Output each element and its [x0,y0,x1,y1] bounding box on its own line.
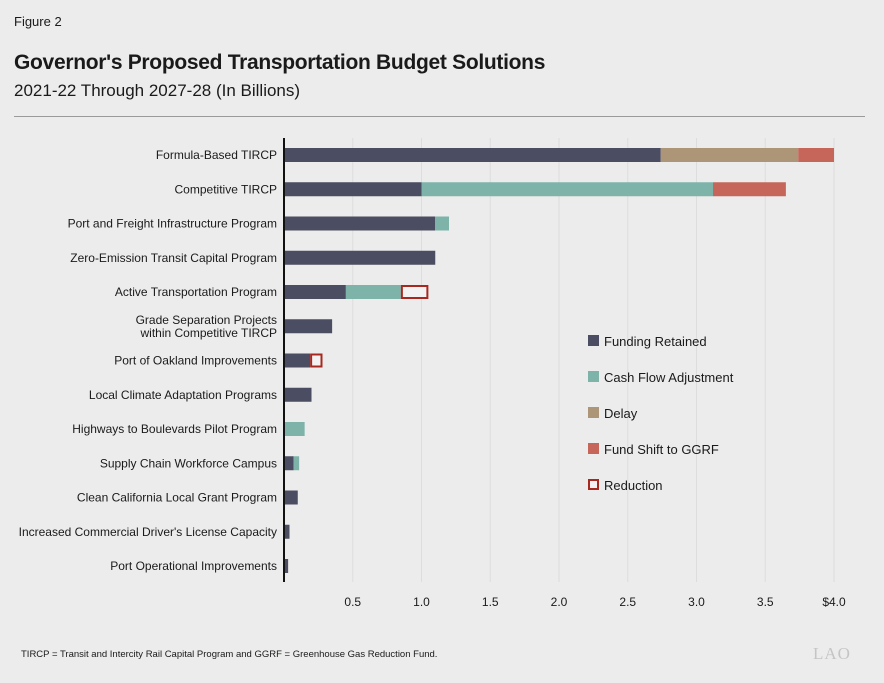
category-label: Formula-Based TIRCP [156,148,277,162]
footnote: TIRCP = Transit and Intercity Rail Capit… [21,649,438,660]
figure-label: Figure 2 [14,14,62,29]
bar-segment-reduction [400,285,429,299]
category-label: Active Transportation Program [115,285,277,299]
bar-segment-fund-shift-to-ggrf [798,148,834,162]
x-tick-label: $4.0 [822,595,846,609]
legend-swatch-reduction [588,479,599,490]
legend-label: Fund Shift to GGRF [604,442,719,457]
category-label: Increased Commercial Driver's License Ca… [19,525,277,539]
bar-segment-cash-flow-adjustment [435,216,449,231]
bar-segment-fund-shift-to-ggrf [713,182,786,197]
legend-label: Cash Flow Adjustment [604,370,734,385]
legend-swatch [588,335,599,346]
category-label: Port and Freight Infrastructure Program [68,217,277,231]
bar-segment-funding-retained [284,456,294,471]
bar-segment-funding-retained [284,559,289,573]
bar-segment-cash-flow-adjustment [345,285,401,299]
category-label: Port of Oakland Improvements [114,354,277,368]
legend-swatch [588,443,599,454]
bar-segment-reduction [310,353,323,368]
legend-swatch [588,407,599,418]
lao-logo: LAO [813,644,851,663]
bar-segment-funding-retained [284,216,436,231]
x-tick-label: 3.0 [688,595,705,609]
legend-label: Delay [604,406,638,421]
chart-subtitle: 2021-22 Through 2027-28 (In Billions) [14,81,301,100]
category-label: Zero-Emission Transit Capital Program [70,251,277,265]
x-tick-label: 2.0 [551,595,568,609]
bar-segment-funding-retained [284,250,436,265]
bar-segment-funding-retained [284,285,346,299]
bar-segment-funding-retained [284,319,333,334]
bar-segment-cash-flow-adjustment [293,456,300,471]
bar-segment-delay [660,148,799,162]
bar-segment-cash-flow-adjustment [284,422,305,436]
bar-segment-funding-retained [284,353,311,368]
bar-segment-cash-flow-adjustment [421,182,713,197]
bar-segment-funding-retained [284,182,422,197]
bar-segment-funding-retained [284,148,661,162]
bar-segment-funding-retained [284,387,312,402]
category-label: Port Operational Improvements [110,559,277,573]
legend-label: Reduction [604,478,663,493]
legend-label: Funding Retained [604,334,707,349]
category-label: Clean California Local Grant Program [77,491,277,505]
category-label: Supply Chain Workforce Campus [100,456,277,470]
category-label: Highways to Boulevards Pilot Program [72,422,277,436]
x-tick-label: 1.5 [482,595,499,609]
category-label: Local Climate Adaptation Programs [89,388,277,402]
x-tick-label: 1.0 [413,595,430,609]
title-divider [14,116,865,117]
category-label: Grade Separation Projects [136,313,277,327]
x-tick-label: 2.5 [619,595,636,609]
x-tick-label: 3.5 [757,595,774,609]
category-label: within Competitive TIRCP [140,326,278,340]
category-label: Competitive TIRCP [175,182,277,196]
legend-swatch [588,371,599,382]
chart-title: Governor's Proposed Transportation Budge… [14,51,546,74]
bar-segment-funding-retained [284,524,290,539]
bar-segment-funding-retained [284,490,298,505]
x-tick-label: 0.5 [344,595,361,609]
